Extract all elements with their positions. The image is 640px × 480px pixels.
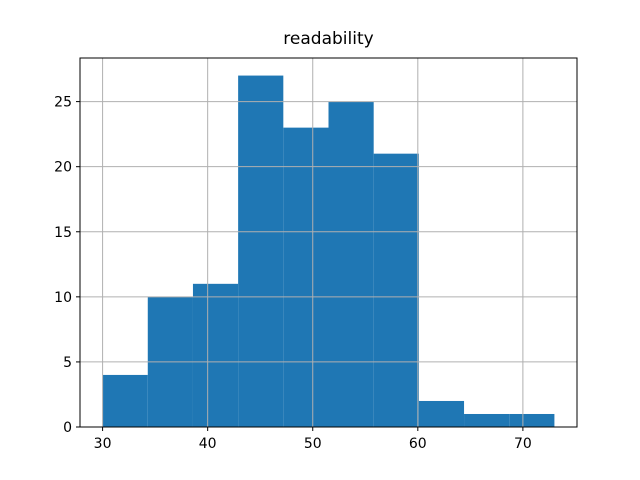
y-tick-label: 20 (54, 160, 72, 176)
histogram-bar (238, 75, 284, 428)
histogram-bar (373, 153, 419, 427)
histogram-bar (418, 400, 465, 427)
histogram-bar (464, 413, 510, 427)
x-tick-label: 50 (304, 436, 322, 452)
chart-title: readability (283, 29, 374, 49)
plot-border (79, 57, 578, 428)
y-tick-label: 15 (54, 225, 72, 241)
histogram-bar (283, 127, 329, 427)
x-tick-label: 60 (409, 436, 427, 452)
y-tick-label: 10 (54, 290, 72, 306)
y-tick-label: 25 (54, 95, 72, 111)
histogram-bar (328, 101, 374, 427)
histogram-bar (102, 374, 148, 427)
x-tick-label: 30 (94, 436, 112, 452)
y-tick-label: 0 (63, 420, 72, 436)
y-tick-label: 5 (63, 355, 72, 371)
histogram-bar (509, 413, 555, 427)
x-tick-label: 70 (514, 436, 532, 452)
histogram-bar (192, 283, 239, 427)
x-tick-label: 40 (199, 436, 217, 452)
